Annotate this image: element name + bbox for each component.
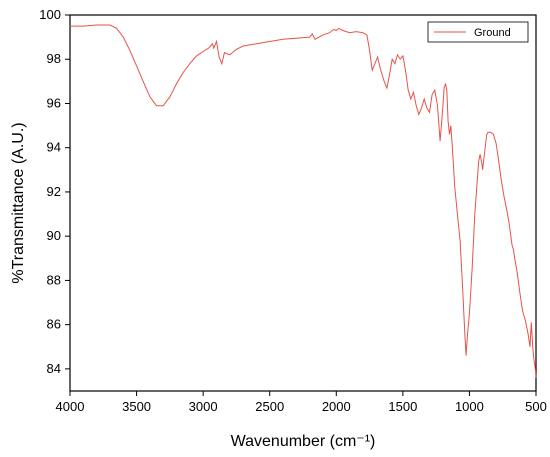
y-tick-label: 86 — [47, 317, 61, 332]
x-tick-label: 1500 — [388, 399, 417, 414]
series-line-ground — [70, 24, 537, 378]
y-tick-label: 92 — [47, 184, 61, 199]
y-tick-label: 84 — [47, 361, 61, 376]
axis-tick-labels: 4000 3500 3000 2500 2000 1500 1000 500 84 86 88 90 9… — [39, 7, 547, 414]
y-axis-label: %Transmittance (A.U.) — [10, 122, 27, 283]
legend-box — [427, 21, 529, 43]
x-tick-label: 500 — [525, 399, 547, 414]
legend-label: Ground — [474, 27, 511, 39]
y-tick-label: 88 — [47, 272, 61, 287]
x-axis-label: Wavenumber (cm⁻¹) — [231, 433, 376, 450]
y-tick-label: 94 — [47, 140, 61, 155]
legend: Ground — [427, 21, 529, 43]
x-tick-label: 2000 — [322, 399, 351, 414]
axis-ticks — [65, 14, 537, 396]
y-tick-label: 90 — [47, 228, 61, 243]
x-tick-label: 3000 — [189, 399, 218, 414]
y-tick-label: 98 — [47, 51, 61, 66]
x-tick-label: 2500 — [255, 399, 284, 414]
x-tick-label: 4000 — [56, 399, 85, 414]
y-tick-label: 100 — [39, 7, 61, 22]
plot-frame — [69, 14, 537, 392]
y-tick-label: 96 — [47, 95, 61, 110]
x-tick-label: 3500 — [122, 399, 151, 414]
x-tick-label: 1000 — [455, 399, 484, 414]
